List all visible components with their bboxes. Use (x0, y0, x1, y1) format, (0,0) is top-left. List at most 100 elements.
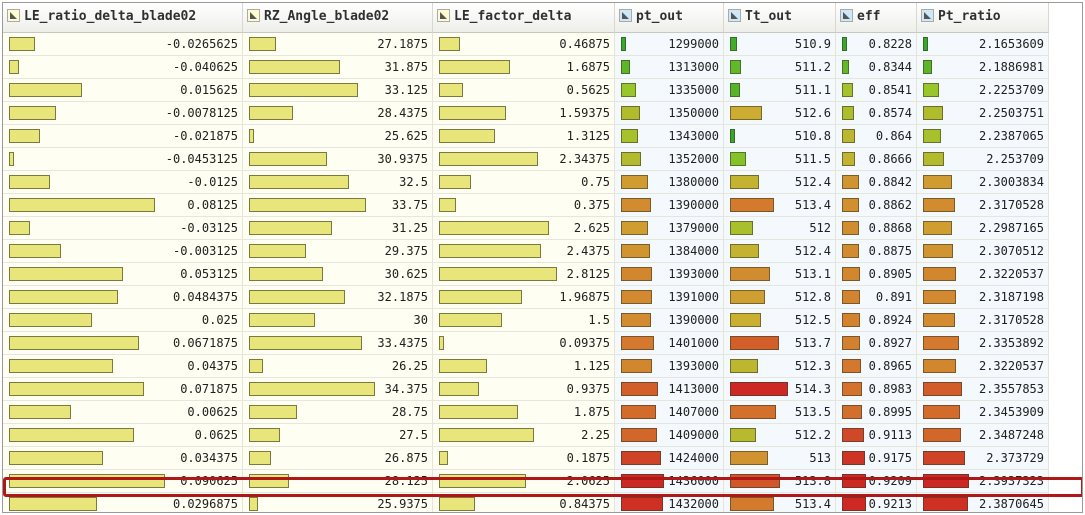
cell-tt-out[interactable]: 513.8 (724, 470, 836, 493)
cell-eff[interactable]: 0.8868 (836, 217, 917, 240)
cell-eff[interactable]: 0.8983 (836, 378, 917, 401)
cell-rz-angle[interactable]: 25.9375 (243, 493, 433, 512)
cell-le-factor[interactable]: 1.5 (433, 309, 615, 332)
table-row[interactable]: -0.03125 31.25 2.625 1379000 512 0.8868 2.2987… (3, 217, 1049, 240)
cell-le-ratio[interactable]: 0.00625 (3, 401, 243, 424)
cell-pt-out[interactable]: 1379000 (615, 217, 724, 240)
cell-pt-out[interactable]: 1393000 (615, 355, 724, 378)
cell-eff[interactable]: 0.8862 (836, 194, 917, 217)
table-row[interactable]: 0.015625 33.125 0.5625 1335000 511.1 0.8541 2.… (3, 79, 1049, 102)
table-row[interactable]: 0.0671875 33.4375 0.09375 1401000 513.7 0.892… (3, 332, 1049, 355)
table-row[interactable]: -0.0453125 30.9375 2.34375 1352000 511.5 0.86… (3, 148, 1049, 171)
cell-tt-out[interactable]: 513.5 (724, 401, 836, 424)
cell-eff[interactable]: 0.9175 (836, 447, 917, 470)
cell-tt-out[interactable]: 512.4 (724, 171, 836, 194)
cell-pt-out[interactable]: 1390000 (615, 194, 724, 217)
cell-pt-out[interactable]: 1313000 (615, 56, 724, 79)
table-row[interactable]: 0.08125 33.75 0.375 1390000 513.4 0.8862 2.317… (3, 194, 1049, 217)
cell-pt-out[interactable]: 1335000 (615, 79, 724, 102)
cell-rz-angle[interactable]: 25.625 (243, 125, 433, 148)
cell-rz-angle[interactable]: 30 (243, 309, 433, 332)
table-row[interactable]: -0.0125 32.5 0.75 1380000 512.4 0.8842 2.30038… (3, 171, 1049, 194)
table-row[interactable]: 0.090625 28.125 2.0625 1436000 513.8 0.9209 2.… (3, 470, 1049, 493)
cell-pt-out[interactable]: 1343000 (615, 125, 724, 148)
cell-pt-ratio[interactable]: 2.3170528 (917, 309, 1049, 332)
cell-rz-angle[interactable]: 27.5 (243, 424, 433, 447)
cell-pt-out[interactable]: 1350000 (615, 102, 724, 125)
cell-le-factor[interactable]: 2.0625 (433, 470, 615, 493)
cell-pt-ratio[interactable]: 2.2387065 (917, 125, 1049, 148)
cell-pt-out[interactable]: 1407000 (615, 401, 724, 424)
cell-tt-out[interactable]: 512.4 (724, 240, 836, 263)
cell-pt-out[interactable]: 1384000 (615, 240, 724, 263)
cell-le-ratio[interactable]: 0.053125 (3, 263, 243, 286)
cell-eff[interactable]: 0.9213 (836, 493, 917, 512)
cell-le-ratio[interactable]: 0.015625 (3, 79, 243, 102)
cell-le-ratio[interactable]: 0.0296875 (3, 493, 243, 512)
cell-pt-out[interactable]: 1299000 (615, 33, 724, 56)
cell-rz-angle[interactable]: 33.4375 (243, 332, 433, 355)
cell-eff[interactable]: 0.8666 (836, 148, 917, 171)
cell-pt-out[interactable]: 1390000 (615, 309, 724, 332)
cell-le-ratio[interactable]: -0.0453125 (3, 148, 243, 171)
cell-pt-ratio[interactable]: 2.2987165 (917, 217, 1049, 240)
cell-tt-out[interactable]: 512.5 (724, 309, 836, 332)
cell-tt-out[interactable]: 512.6 (724, 102, 836, 125)
table-row[interactable]: 0.025 30 1.5 1390000 512.5 0.8924 2.3170528 (3, 309, 1049, 332)
cell-tt-out[interactable]: 512.8 (724, 286, 836, 309)
cell-le-ratio[interactable]: -0.003125 (3, 240, 243, 263)
cell-eff[interactable]: 0.9209 (836, 470, 917, 493)
cell-le-factor[interactable]: 0.09375 (433, 332, 615, 355)
cell-rz-angle[interactable]: 33.75 (243, 194, 433, 217)
cell-le-factor[interactable]: 1.96875 (433, 286, 615, 309)
cell-le-factor[interactable]: 0.46875 (433, 33, 615, 56)
table-row[interactable]: 0.053125 30.625 2.8125 1393000 513.1 0.8905 2.… (3, 263, 1049, 286)
cell-pt-out[interactable]: 1409000 (615, 424, 724, 447)
cell-pt-ratio[interactable]: 2.1653609 (917, 33, 1049, 56)
cell-rz-angle[interactable]: 32.1875 (243, 286, 433, 309)
cell-le-ratio[interactable]: 0.071875 (3, 378, 243, 401)
cell-rz-angle[interactable]: 31.875 (243, 56, 433, 79)
table-row[interactable]: -0.021875 25.625 1.3125 1343000 510.8 0.864 2.… (3, 125, 1049, 148)
cell-pt-ratio[interactable]: 2.373729 (917, 447, 1049, 470)
cell-le-factor[interactable]: 0.84375 (433, 493, 615, 512)
cell-rz-angle[interactable]: 28.125 (243, 470, 433, 493)
column-header-tt-out[interactable]: Tt_out (724, 3, 836, 33)
cell-tt-out[interactable]: 511.2 (724, 56, 836, 79)
cell-pt-ratio[interactable]: 2.3937323 (917, 470, 1049, 493)
table-row[interactable]: -0.003125 29.375 2.4375 1384000 512.4 0.8875 2… (3, 240, 1049, 263)
cell-le-factor[interactable]: 1.875 (433, 401, 615, 424)
cell-le-factor[interactable]: 2.25 (433, 424, 615, 447)
cell-eff[interactable]: 0.8965 (836, 355, 917, 378)
cell-rz-angle[interactable]: 26.25 (243, 355, 433, 378)
column-header-le-ratio[interactable]: LE_ratio_delta_blade02 (3, 3, 243, 33)
cell-le-ratio[interactable]: -0.03125 (3, 217, 243, 240)
cell-pt-ratio[interactable]: 2.3170528 (917, 194, 1049, 217)
cell-tt-out[interactable]: 513.4 (724, 493, 836, 512)
cell-pt-ratio[interactable]: 2.2253709 (917, 79, 1049, 102)
cell-le-factor[interactable]: 0.75 (433, 171, 615, 194)
cell-tt-out[interactable]: 513.4 (724, 194, 836, 217)
cell-rz-angle[interactable]: 30.9375 (243, 148, 433, 171)
cell-le-ratio[interactable]: -0.021875 (3, 125, 243, 148)
cell-pt-ratio[interactable]: 2.3187198 (917, 286, 1049, 309)
cell-pt-ratio[interactable]: 2.3070512 (917, 240, 1049, 263)
cell-le-factor[interactable]: 1.59375 (433, 102, 615, 125)
cell-le-factor[interactable]: 2.8125 (433, 263, 615, 286)
table-row[interactable]: 0.0484375 32.1875 1.96875 1391000 512.8 0.891… (3, 286, 1049, 309)
cell-pt-ratio[interactable]: 2.2503751 (917, 102, 1049, 125)
table-row[interactable]: 0.071875 34.375 0.9375 1413000 514.3 0.8983 2.… (3, 378, 1049, 401)
cell-tt-out[interactable]: 514.3 (724, 378, 836, 401)
cell-pt-out[interactable]: 1393000 (615, 263, 724, 286)
cell-tt-out[interactable]: 511.1 (724, 79, 836, 102)
cell-le-ratio[interactable]: 0.090625 (3, 470, 243, 493)
cell-pt-out[interactable]: 1413000 (615, 378, 724, 401)
cell-pt-ratio[interactable]: 2.1886981 (917, 56, 1049, 79)
cell-pt-ratio[interactable]: 2.3003834 (917, 171, 1049, 194)
cell-eff[interactable]: 0.8995 (836, 401, 917, 424)
cell-le-ratio[interactable]: 0.034375 (3, 447, 243, 470)
cell-le-factor[interactable]: 0.9375 (433, 378, 615, 401)
column-header-pt-out[interactable]: pt_out (615, 3, 724, 33)
cell-eff[interactable]: 0.8228 (836, 33, 917, 56)
table-row[interactable]: 0.0625 27.5 2.25 1409000 512.2 0.9113 2.348724… (3, 424, 1049, 447)
